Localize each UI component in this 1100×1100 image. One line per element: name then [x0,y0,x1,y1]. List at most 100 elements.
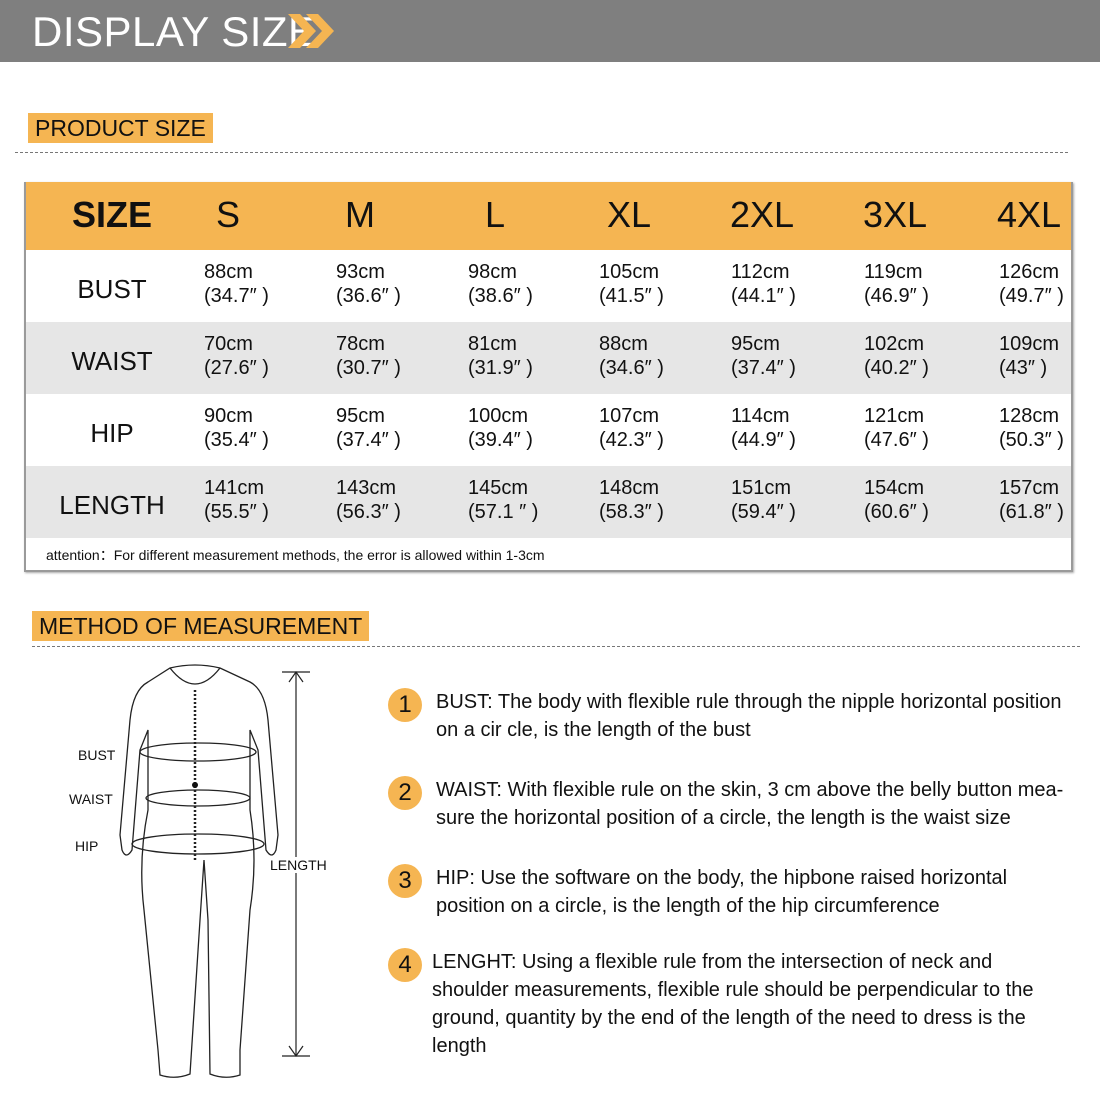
table-row-length: LENGTH 141cm (55.5″ ) 143cm (56.3″ ) 145cm (57… [26,466,1071,538]
column-header-3xl: 3XL [862,194,928,235]
cm-value: 128cm [999,405,1060,427]
table-cell: 105cm (41.5″ ) [599,260,664,308]
inch-value: (59.4″ ) [731,501,796,523]
table-cell: 88cm (34.6″ ) [599,332,664,380]
table-cell: 154cm (60.6″ ) [864,476,929,524]
inch-value: (35.4″ ) [204,429,269,451]
inch-value: (60.6″ ) [864,501,929,523]
inch-value: (34.7″ ) [204,285,269,307]
step-text: HIP: Use the software on the body, the h… [436,867,1008,917]
step-number-badge: 3 [388,864,422,898]
inch-value: (37.4″ ) [336,429,401,451]
table-cell: 78cm (30.7″ ) [336,332,401,380]
cm-value: 98cm [468,261,517,283]
table-cell: 70cm (27.6″ ) [204,332,269,380]
inch-value: (47.6″ ) [864,429,929,451]
step-text: BUST: The body with flexible rule throug… [436,691,1062,741]
cm-value: 70cm [204,333,253,355]
cm-value: 148cm [599,477,660,499]
inch-value: (58.3″ ) [599,501,664,523]
inch-value: (44.9″ ) [731,429,796,451]
table-cell: 148cm (58.3″ ) [599,476,664,524]
inch-value: (42.3″ ) [599,429,664,451]
divider [32,646,1080,647]
table-row-bust: BUST 88cm (34.7″ ) 93cm (36.6″ ) 98cm (38.6″ )… [26,250,1071,322]
cm-value: 100cm [468,405,529,427]
step-number-badge: 2 [388,776,422,810]
cm-value: 114cm [731,405,790,427]
bust-label: BUST [78,747,116,763]
column-header-m: M [345,194,375,235]
inch-value: (61.8″ ) [999,501,1064,523]
inch-value: (34.6″ ) [599,357,664,379]
inch-value: (39.4″ ) [468,429,533,451]
table-cell: 114cm (44.9″ ) [731,404,796,452]
cm-value: 151cm [731,477,792,499]
product-size-label: PRODUCT SIZE [28,113,213,143]
cm-value: 109cm [999,333,1060,355]
table-row-waist: WAIST 70cm (27.6″ ) 78cm (30.7″ ) 81cm (31.9″ … [26,322,1071,394]
double-chevron-right-icon [288,14,334,48]
cm-value: 119cm [864,261,923,283]
waist-label: WAIST [69,791,113,807]
table-cell: 151cm (59.4″ ) [731,476,796,524]
row-label: WAIST [71,346,153,376]
inch-value: (43″ ) [999,357,1048,379]
cm-value: 78cm [336,333,385,355]
inch-value: (27.6″ ) [204,357,269,379]
table-cell: 100cm (39.4″ ) [468,404,533,452]
row-label: LENGTH [59,490,165,520]
cm-value: 95cm [336,405,385,427]
cm-value: 126cm [999,261,1060,283]
table-cell: 126cm (49.7″ ) [999,260,1064,308]
column-header-l: L [484,194,506,235]
table-cell: 107cm (42.3″ ) [599,404,664,452]
column-header-2xl: 2XL [729,194,795,235]
column-header-xl: XL [606,194,652,235]
step-text: WAIST: With flexible rule on the skin, 3… [436,779,1064,829]
column-header-s: S [215,194,241,235]
table-cell: 95cm (37.4″ ) [336,404,401,452]
step-number-badge: 1 [388,688,422,722]
table-cell: 112cm (44.1″ ) [731,260,796,308]
table-cell: 81cm (31.9″ ) [468,332,533,380]
inch-value: (49.7″ ) [999,285,1064,307]
inch-value: (44.1″ ) [731,285,796,307]
table-cell: 128cm (50.3″ ) [999,404,1064,452]
size-table: SIZE S M L XL 2XL 3XL 4XL BUST 88cm (34.7″ ) 93cm(… [24,182,1073,572]
cm-value: 145cm [468,477,529,499]
step-number-badge: 4 [388,948,422,982]
length-label: LENGTH [270,857,327,873]
inch-value: (38.6″ ) [468,285,533,307]
cm-value: 95cm [731,333,780,355]
step-text: LENGHT: Using a flexible rule from the i… [432,951,1034,1057]
table-cell: 121cm (47.6″ ) [864,404,929,452]
inch-value: (40.2″ ) [864,357,929,379]
row-label: BUST [77,274,147,304]
hip-label: HIP [75,838,99,854]
cm-value: 88cm [599,333,648,355]
cm-value: 102cm [864,333,925,355]
inch-value: (55.5″ ) [204,501,269,523]
cm-value: 107cm [599,405,660,427]
table-cell: 88cm (34.7″ ) [204,260,269,308]
inch-value: (50.3″ ) [999,429,1064,451]
column-header-size: SIZE [71,194,153,235]
cm-value: 105cm [599,261,660,283]
header-bar [0,0,1100,62]
inch-value: (46.9″ ) [864,285,929,307]
method-label: METHOD OF MEASUREMENT [32,611,370,641]
inch-value: (41.5″ ) [599,285,664,307]
inch-value: (37.4″ ) [731,357,796,379]
inch-value: (30.7″ ) [336,357,401,379]
cm-value: 88cm [204,261,253,283]
table-cell: 143cm (56.3″ ) [336,476,401,524]
inch-value: (36.6″ ) [336,285,401,307]
attention-note: attention：For different measurement meth… [46,547,545,563]
table-cell: 98cm (38.6″ ) [468,260,533,308]
table-cell: 93cm (36.6″ ) [336,260,401,308]
table-cell: 145cm (57.1 ″ ) [468,476,538,524]
cm-value: 93cm [336,261,385,283]
inch-value: (57.1 ″ ) [468,501,539,523]
page-title: DISPLAY SIZE [32,8,317,55]
